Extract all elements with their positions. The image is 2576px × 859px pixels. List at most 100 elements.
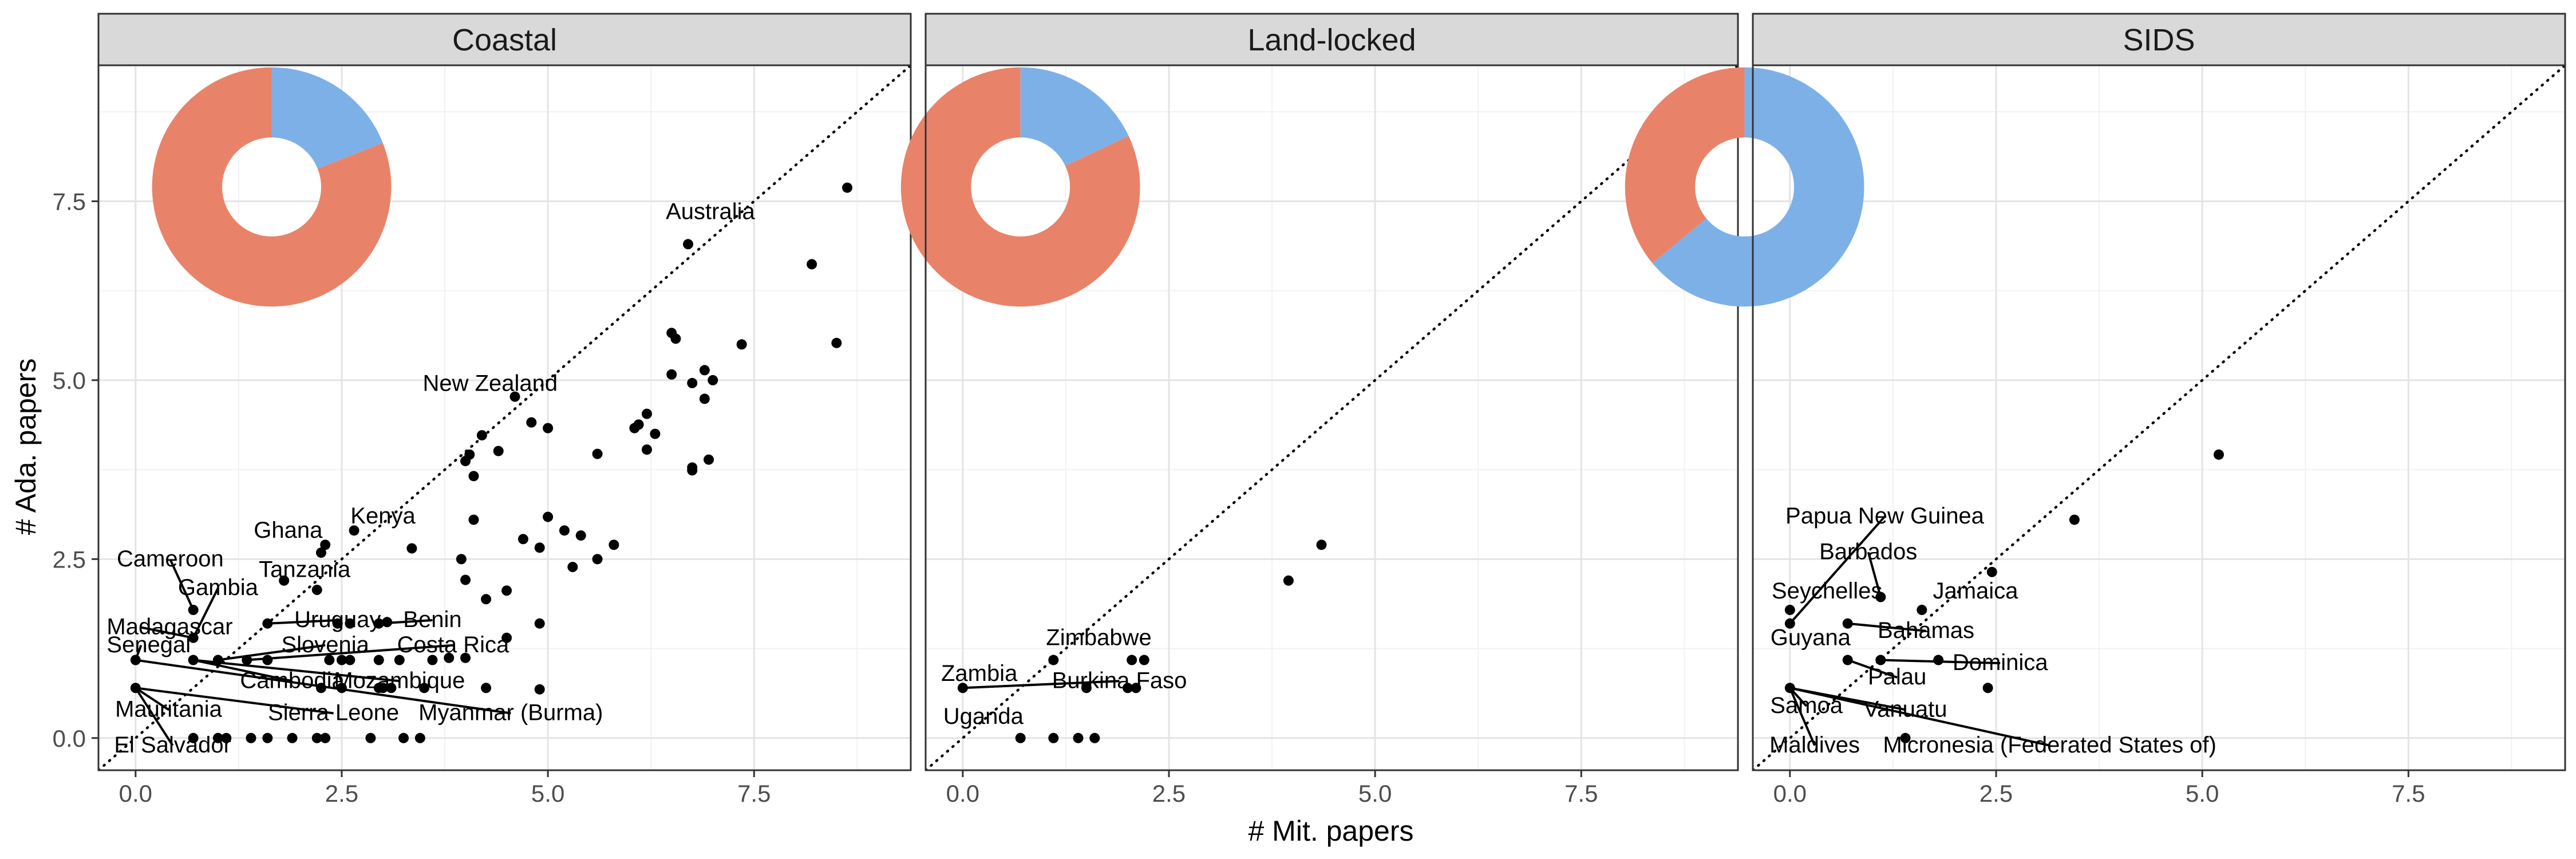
facet-strip: [924, 13, 1739, 66]
data-point: [1122, 683, 1133, 693]
data-point: [567, 562, 578, 573]
donut-slice-adaptation: [152, 67, 392, 307]
label-leader-line: [169, 558, 195, 610]
point-label: Senegal: [106, 632, 191, 657]
point-label: New Zealand: [422, 371, 558, 396]
reference-line-group: [98, 65, 911, 770]
donut-slice-adaptation: [900, 67, 1140, 307]
point-label: Kenya: [350, 503, 416, 529]
data-point: [592, 448, 603, 459]
data-point: [1081, 683, 1092, 693]
point-label: Vanuatu: [1863, 696, 1947, 722]
data-point: [501, 585, 512, 596]
data-point: [287, 732, 298, 743]
point-label: Sierra Leone: [268, 700, 399, 726]
data-point: [460, 652, 471, 663]
data-point: [414, 732, 425, 743]
point-label: Uganda: [943, 704, 1024, 729]
data-point: [543, 423, 554, 434]
label-leader-line: [192, 587, 219, 639]
data-point: [427, 655, 438, 665]
y-tick-label: 0.0: [53, 725, 86, 752]
data-point: [509, 391, 520, 402]
data-point: [398, 732, 409, 743]
label-leader-line: [1867, 551, 1882, 598]
label-leader-line: [247, 644, 453, 661]
data-point: [2213, 449, 2224, 460]
x-tick-label: 2.5: [1152, 780, 1186, 807]
data-point: [324, 655, 335, 665]
data-point: [1048, 655, 1059, 665]
x-tick-label: 7.5: [1564, 780, 1598, 807]
panel-sids: Papua New Guinea Barbados Jamaica Seychelle…: [1625, 13, 2566, 807]
data-point: [320, 732, 331, 743]
data-point: [386, 683, 397, 693]
label-leader-line: [378, 619, 433, 625]
y-axis-title: # Ada. papers: [10, 358, 42, 535]
donut-slice-mitigation: [271, 67, 383, 169]
data-point: [315, 547, 326, 558]
x-tick-label: 0.0: [1773, 780, 1807, 807]
data-point: [468, 471, 479, 482]
data-point: [831, 337, 842, 348]
share-donut: [152, 67, 392, 307]
point-label: Costa Rica: [397, 632, 509, 657]
point-label: Guyana: [1771, 625, 1851, 650]
data-point: [1933, 655, 1944, 665]
share-donut: [900, 67, 1140, 307]
points: [1784, 449, 2224, 743]
data-point: [670, 333, 681, 344]
donut-slice-adaptation: [1625, 67, 1745, 263]
label-leader-line: [135, 659, 511, 715]
point-label: Cambodia: [240, 668, 345, 693]
data-point: [683, 239, 694, 250]
data-point: [592, 554, 603, 565]
data-point: [842, 182, 853, 193]
point-label: Tanzania: [259, 557, 351, 582]
data-point: [642, 444, 653, 455]
label-leader-line: [1789, 515, 1886, 625]
donut-slice-mitigation: [1652, 67, 1864, 307]
x-tick-label: 7.5: [737, 780, 771, 807]
point-label: El Salvador: [114, 732, 231, 758]
data-point: [704, 454, 714, 465]
data-point: [279, 575, 290, 586]
x-tick-label: 0.0: [946, 780, 979, 807]
point-label: Mozambique: [334, 668, 465, 693]
data-point: [666, 369, 677, 380]
label-leader-line: [1847, 659, 1898, 679]
point-label: Barbados: [1819, 539, 1917, 564]
data-point: [534, 618, 545, 629]
label-leader-line: [1788, 687, 1816, 746]
data-point: [609, 539, 619, 550]
data-point: [221, 732, 232, 743]
facet-strip: [97, 13, 912, 66]
data-point: [373, 655, 384, 665]
point-label: Maldives: [1769, 732, 1860, 758]
data-point: [320, 539, 331, 550]
data-point: [708, 375, 718, 385]
data-point: [481, 594, 492, 605]
identity-reference-line: [98, 65, 911, 770]
point-label: Australia: [666, 199, 755, 224]
data-point: [336, 655, 347, 665]
data-point: [1316, 539, 1327, 550]
point-label: Ghana: [254, 518, 323, 543]
x-tick-label: 5.0: [531, 780, 564, 807]
data-point: [1139, 655, 1149, 665]
facet-strip-label: Land-locked: [1247, 23, 1416, 57]
data-point: [1784, 605, 1795, 616]
x-axis-ticks: 0.0 2.5 5.0 7.5: [946, 770, 1598, 807]
label-leader-line: [218, 644, 326, 661]
label-leader-line: [1789, 687, 1808, 707]
x-axis-title: # Mit. papers: [1248, 815, 1413, 847]
data-point: [406, 543, 417, 554]
data-point: [687, 377, 698, 388]
data-point: [534, 542, 545, 553]
x-tick-label: 5.0: [1358, 780, 1392, 807]
data-point: [246, 732, 256, 743]
data-point: [262, 655, 273, 665]
data-point: [1900, 732, 1911, 743]
y-tick-label: 7.5: [53, 188, 86, 215]
